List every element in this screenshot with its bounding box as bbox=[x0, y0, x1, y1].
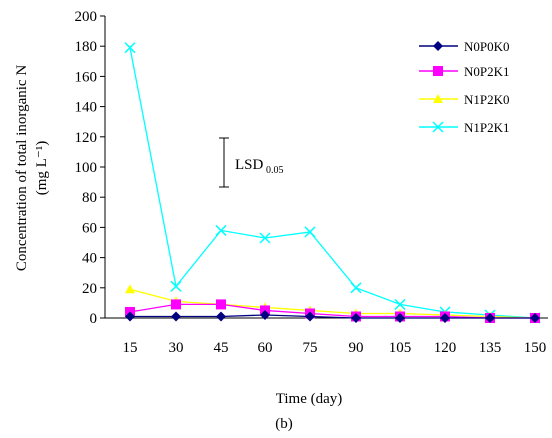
data-point-square bbox=[171, 299, 181, 310]
series-line bbox=[129, 47, 536, 319]
x-tick-label: 75 bbox=[303, 340, 318, 356]
data-point-square bbox=[433, 66, 443, 76]
data-point-diamond bbox=[305, 311, 315, 322]
data-point-diamond bbox=[395, 313, 405, 323]
data-point-x bbox=[394, 298, 406, 310]
data-point-x bbox=[350, 282, 362, 294]
x-tick-labels: 15 30 45 60 75 90 105 120 135 150 bbox=[123, 340, 547, 356]
y-tick-label: 160 bbox=[75, 69, 98, 85]
series-line bbox=[130, 314, 535, 319]
y-tick-label: 40 bbox=[82, 251, 97, 267]
y-tick-label: 200 bbox=[75, 9, 98, 25]
series-n1p2k1 bbox=[124, 42, 541, 324]
series-group bbox=[124, 42, 541, 324]
data-point-diamond bbox=[260, 309, 270, 320]
y-axis-title-line2: (mg L⁻¹) bbox=[34, 141, 50, 196]
data-point-diamond bbox=[216, 311, 226, 322]
y-tick-label: 140 bbox=[75, 100, 98, 116]
series-line bbox=[129, 303, 535, 319]
data-point-diamond bbox=[125, 311, 135, 322]
legend-item-n0p0k0: N0P0K0 bbox=[419, 39, 510, 54]
y-axis-title-line1: Concentration of total inorganic N bbox=[14, 65, 30, 272]
data-point-x bbox=[432, 121, 444, 133]
data-point-triangle bbox=[125, 284, 135, 294]
data-point-x bbox=[124, 42, 136, 54]
series-n0p2k1 bbox=[125, 299, 540, 323]
legend-label: N0P2K1 bbox=[464, 64, 510, 79]
data-point-diamond bbox=[440, 313, 450, 323]
data-point-x bbox=[170, 280, 182, 292]
y-tick-label: 20 bbox=[82, 281, 97, 297]
x-tick-label: 30 bbox=[169, 340, 184, 356]
y-tick-label: 180 bbox=[75, 39, 98, 55]
x-tick-label: 15 bbox=[123, 340, 138, 356]
data-point-x bbox=[215, 224, 227, 236]
x-tick-label: 60 bbox=[258, 340, 273, 356]
y-tick-label: 80 bbox=[82, 190, 97, 206]
data-point-square bbox=[216, 299, 226, 310]
x-tick-label: 150 bbox=[524, 340, 547, 356]
data-point-x bbox=[304, 226, 316, 238]
data-point-diamond bbox=[530, 313, 540, 323]
legend-label: N0P0K0 bbox=[464, 39, 510, 54]
series-n0p0k0 bbox=[125, 309, 540, 323]
data-point-x bbox=[259, 232, 271, 244]
data-point-diamond bbox=[433, 41, 443, 51]
legend-item-n1p2k1: N1P2K1 bbox=[419, 120, 510, 135]
data-point-diamond bbox=[351, 313, 361, 323]
chart-axes bbox=[100, 15, 548, 319]
x-tick-label: 120 bbox=[434, 340, 457, 356]
panel-label: (b) bbox=[275, 416, 293, 432]
legend-label: N1P2K0 bbox=[464, 92, 510, 107]
y-tick-label: 120 bbox=[75, 130, 98, 146]
legend: N0P0K0 N0P2K1 N1P2K0 N1P2K1 bbox=[419, 39, 510, 135]
legend-item-n0p2k1: N0P2K1 bbox=[419, 64, 510, 79]
y-tick-labels: 0 20 40 60 80 100 120 140 160 180 200 bbox=[75, 9, 98, 327]
y-tick-label: 0 bbox=[90, 311, 98, 327]
lsd-subscript: 0.05 bbox=[266, 165, 284, 176]
y-tick-label: 60 bbox=[82, 220, 97, 236]
data-point-triangle bbox=[433, 94, 443, 103]
lsd-error-bar: LSD 0.05 bbox=[219, 137, 284, 188]
x-axis-title: Time (day) bbox=[276, 391, 343, 407]
x-tick-label: 45 bbox=[214, 340, 229, 356]
data-point-diamond bbox=[485, 313, 495, 323]
x-tick-label: 90 bbox=[349, 340, 364, 356]
series-line bbox=[129, 288, 536, 319]
legend-label: N1P2K1 bbox=[464, 120, 510, 135]
x-tick-label: 105 bbox=[389, 340, 412, 356]
legend-item-n1p2k0: N1P2K0 bbox=[419, 92, 510, 107]
y-tick-label: 100 bbox=[75, 160, 98, 176]
lsd-label: LSD bbox=[235, 157, 264, 173]
x-tick-label: 135 bbox=[479, 340, 502, 356]
data-point-diamond bbox=[171, 311, 181, 322]
